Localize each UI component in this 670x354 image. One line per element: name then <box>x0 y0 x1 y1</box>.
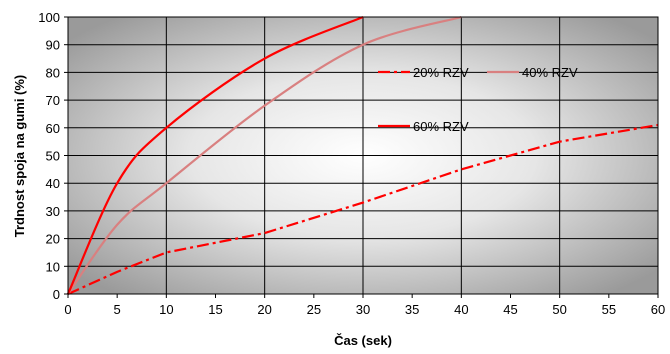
legend-label-3: 60% RZV <box>413 119 469 134</box>
y-axis-title: Trdnost spoja na gumi (%) <box>12 75 27 238</box>
x-tick-label: 55 <box>602 302 616 317</box>
x-axis-title: Čas (sek) <box>334 333 392 348</box>
legend-label-1: 20% RZV <box>413 65 469 80</box>
y-axis-ticks: 0 10 20 30 40 50 60 70 80 90 100 <box>38 10 68 302</box>
x-axis-ticks: 0 5 10 15 20 25 30 35 40 45 50 55 60 <box>64 294 665 317</box>
y-tick-label: 60 <box>46 121 60 136</box>
y-tick-label: 100 <box>38 10 60 25</box>
x-tick-label: 60 <box>651 302 665 317</box>
series-line-2 <box>67 15 462 295</box>
y-tick-label: 90 <box>46 38 60 53</box>
series-line-3 <box>66 15 364 295</box>
y-tick-label: 0 <box>53 287 60 302</box>
y-tick-label: 10 <box>46 259 60 274</box>
x-tick-label: 35 <box>405 302 419 317</box>
series-lines <box>66 15 659 296</box>
gridlines <box>68 17 658 294</box>
x-tick-label: 0 <box>64 302 71 317</box>
x-tick-label: 50 <box>552 302 566 317</box>
y-tick-label: 50 <box>46 149 60 164</box>
legend: 20% RZV 40% RZV 60% RZV <box>378 65 578 134</box>
x-tick-label: 10 <box>159 302 173 317</box>
x-tick-label: 20 <box>257 302 271 317</box>
x-tick-label: 25 <box>307 302 321 317</box>
series-line-1 <box>67 123 659 296</box>
y-tick-label: 70 <box>46 93 60 108</box>
legend-label-2: 40% RZV <box>522 65 578 80</box>
x-tick-label: 30 <box>356 302 370 317</box>
y-tick-label: 20 <box>46 232 60 247</box>
y-tick-label: 40 <box>46 176 60 191</box>
x-tick-label: 45 <box>503 302 517 317</box>
x-tick-label: 40 <box>454 302 468 317</box>
y-tick-label: 80 <box>46 65 60 80</box>
y-tick-label: 30 <box>46 204 60 219</box>
x-tick-label: 5 <box>114 302 121 317</box>
x-tick-label: 15 <box>208 302 222 317</box>
